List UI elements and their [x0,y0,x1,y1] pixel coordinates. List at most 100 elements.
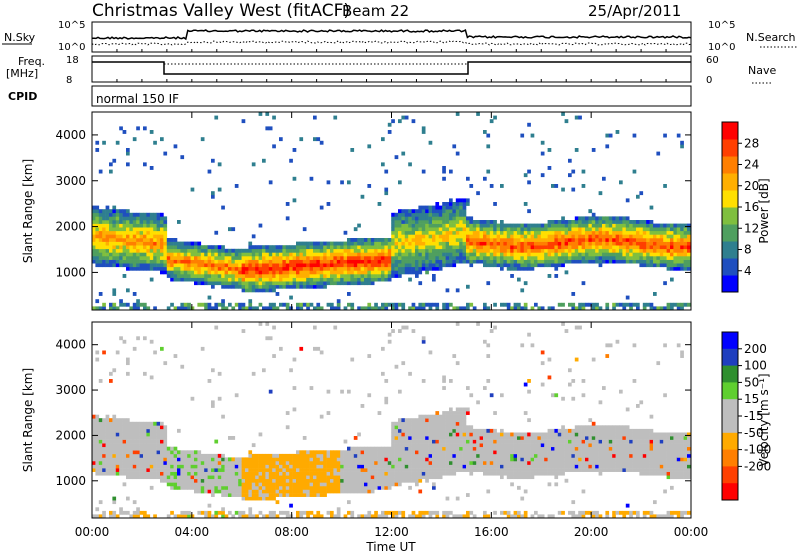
power-cell [170,245,174,250]
velocity-cell [234,461,239,465]
velocity-cell [377,471,382,476]
power-cell [659,227,664,232]
velocity-cell [432,414,436,419]
power-cell [360,266,365,271]
power-cell [255,248,259,253]
velocity-cell [370,468,375,472]
power-cell [523,202,528,206]
power-cell [503,302,508,307]
power-cell [217,302,222,307]
power-cell [119,245,123,250]
power-cell [143,259,147,264]
velocity-cell [299,457,304,462]
velocity-cell [404,446,409,451]
velocity-cell [109,443,113,448]
velocity-cell [452,453,457,458]
velocity-cell [418,450,423,455]
power-cell [262,263,266,268]
velocity-cell [421,450,426,455]
power-cell [330,259,334,264]
power-cell [285,202,290,206]
power-cell [408,162,412,167]
velocity-cell [483,461,487,465]
velocity-cell [190,453,195,458]
power-cell [636,220,640,224]
velocity-cell [262,471,266,476]
power-cell [540,151,545,156]
power-cell [568,220,572,224]
power-cell [166,248,171,253]
velocity-cell [217,475,222,480]
velocity-cell [435,457,440,462]
power-cell [245,284,249,289]
power-cell [401,252,406,257]
velocity-cell [132,514,137,519]
power-cell [95,299,100,304]
power-cell [364,266,368,271]
velocity-cell [357,475,361,480]
power-cell [112,238,117,242]
velocity-cell [527,439,531,444]
power-cell [394,223,399,228]
power-cell [275,259,280,264]
power-cell [554,266,559,271]
power-cell [323,263,327,268]
power-cell [268,180,273,185]
power-cell [605,234,610,239]
power-cell [316,241,321,246]
power-cell [119,302,123,307]
velocity-cell [299,464,304,469]
power-cell [333,259,338,264]
power-cell [622,306,627,311]
power-cell [421,245,426,250]
power-cell [126,209,130,214]
velocity-cell [404,453,409,458]
velocity-cell [238,457,242,462]
power-cell [602,223,606,228]
power-cell [489,227,494,232]
velocity-cell [445,450,450,455]
velocity-cell [129,514,134,519]
velocity-cell [466,407,470,412]
velocity-cell [221,468,225,472]
power-cell [115,238,120,242]
power-cell [547,148,552,152]
velocity-cell [112,428,117,433]
velocity-cell [119,428,123,433]
power-cell [676,263,681,268]
power-cell [224,248,229,253]
velocity-cell [265,475,270,480]
velocity-cell [316,453,321,458]
power-cell [418,270,423,275]
power-cell [126,238,130,242]
power-cell [530,252,535,257]
power-cell [360,248,365,253]
velocity-cell [163,468,168,472]
velocity-cell [166,453,171,458]
velocity-cell [163,361,168,366]
velocity-cell [251,461,256,465]
power-cell [401,256,406,260]
power-cell [513,241,518,246]
velocity-cell [347,389,351,394]
velocity-cell [262,461,266,465]
velocity-cell [217,485,222,490]
velocity-cell [462,436,467,440]
power-cell [251,274,256,278]
power-cell [377,238,382,242]
velocity-cell [149,339,154,344]
power-cell [585,259,589,264]
velocity-cell [479,468,484,472]
power-cell [506,238,511,242]
velocity-cell [258,453,263,458]
power-cell [418,234,423,239]
velocity-cell [296,489,300,494]
velocity-cell [462,446,467,451]
power-cell [234,277,239,282]
power-cell [387,122,392,127]
velocity-cell [466,453,470,458]
velocity-cell [442,414,446,419]
power-cell [415,274,419,278]
power-cell [214,248,219,253]
velocity-cell [265,457,270,462]
